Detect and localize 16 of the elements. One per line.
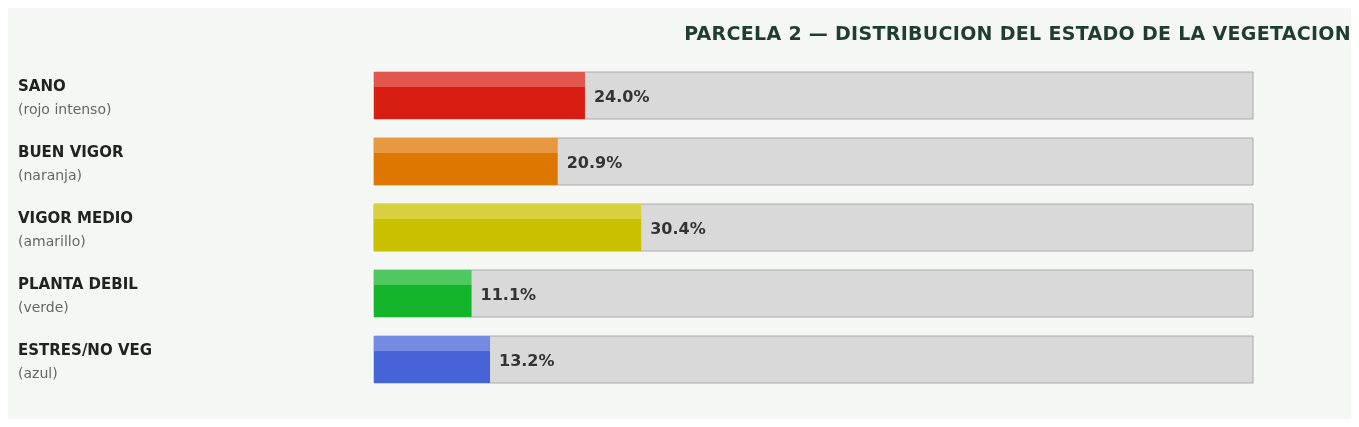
y-tick-label: VIGOR MEDIO (amarillo) [18, 209, 133, 249]
bar [374, 270, 472, 317]
bar [374, 72, 585, 119]
bar [374, 138, 558, 185]
data-label: 20.9% [566, 152, 623, 172]
bar [374, 336, 491, 383]
data-label: 30.4% [650, 218, 706, 238]
data-label: 13.2% [499, 350, 555, 370]
y-tick-label: PLANTA DEBIL (verde) [18, 275, 139, 315]
y-tick-label: SANO (rojo intenso) [18, 77, 112, 117]
chart-title: PARCELA 2 — DISTRIBUCION DEL ESTADO DE LA VEGETACION [683, 21, 1351, 46]
y-tick-label: ESTRES/NO VEG (azul) [18, 341, 153, 381]
data-label: 24.0% [593, 86, 650, 106]
y-tick-label: BUEN VIGOR (naranja) [18, 143, 124, 183]
bar [374, 204, 642, 251]
data-label: 11.1% [480, 284, 537, 304]
